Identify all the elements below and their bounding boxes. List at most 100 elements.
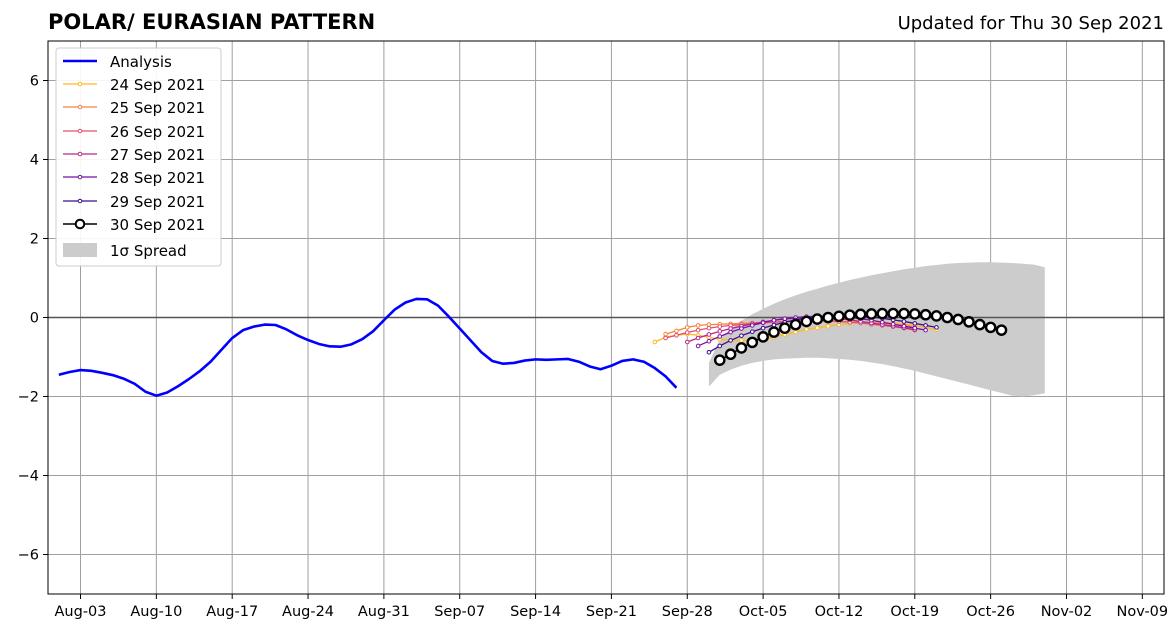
latest-point — [930, 310, 943, 322]
latest-point — [757, 331, 769, 343]
forecast-point — [923, 327, 928, 333]
forecast-point — [879, 319, 885, 325]
legend-swatch-marker — [77, 198, 83, 204]
x-tick-label: Sep-21 — [586, 604, 637, 620]
forecast-point — [706, 349, 712, 355]
x-tick-label: Sep-14 — [510, 604, 561, 620]
forecast-point — [674, 332, 679, 338]
forecast-point — [901, 323, 907, 329]
legend-label-analysis: Analysis — [110, 53, 172, 71]
legend-swatch-spread — [63, 243, 97, 257]
latest-point — [963, 316, 975, 328]
y-axis: −6 −4 −2 0 2 4 6 — [18, 74, 48, 564]
forecast-point — [901, 319, 907, 324]
latest-point — [898, 307, 910, 320]
latest-point — [854, 308, 867, 321]
forecast-point — [652, 339, 658, 345]
forecast-point — [749, 323, 755, 328]
forecast-point — [814, 325, 820, 331]
x-tick-label: Aug-31 — [358, 604, 410, 620]
legend-label-27sep: 27 Sep 2021 — [110, 146, 205, 164]
forecast-point — [695, 323, 701, 328]
forecast-point — [912, 325, 918, 331]
forecast-point — [760, 320, 766, 325]
forecast-point — [804, 327, 809, 332]
legend-label-26sep: 26 Sep 2021 — [110, 123, 205, 141]
latest-point — [746, 336, 759, 349]
forecast-line — [687, 316, 915, 343]
forecast-point — [695, 335, 701, 341]
forecast-point — [728, 329, 733, 335]
legend-swatch-marker — [77, 174, 83, 180]
forecast-point — [706, 325, 712, 331]
forecast-point — [717, 334, 723, 339]
x-tick-label: Oct-12 — [815, 604, 864, 620]
legend-label-28sep: 28 Sep 2021 — [110, 169, 205, 187]
spread-area — [708, 262, 1045, 397]
x-tick-label: Oct-05 — [739, 604, 788, 620]
latest-point — [778, 322, 791, 334]
legend-swatch-marker — [77, 128, 83, 134]
latest-point — [811, 313, 824, 325]
legend-label-24sep: 24 Sep 2021 — [110, 76, 205, 94]
forecast-point — [890, 321, 896, 327]
forecast-point — [912, 321, 918, 326]
forecast-point — [663, 335, 668, 341]
legend-label-25sep: 25 Sep 2021 — [110, 99, 205, 117]
legend-swatches — [63, 59, 97, 257]
x-tick-label: Nov-02 — [1041, 604, 1093, 620]
x-tick-label: Sep-28 — [662, 604, 713, 620]
forecast-point — [825, 323, 831, 329]
forecast-point — [749, 329, 755, 335]
forecast-line — [697, 315, 926, 347]
forecast-point — [684, 330, 690, 335]
x-tick-label: Aug-03 — [55, 604, 107, 620]
legend-swatch-marker — [77, 151, 83, 157]
forecast-point — [739, 338, 744, 343]
forecast-point — [684, 325, 690, 330]
analysis-line — [58, 297, 678, 398]
forecast-point — [923, 323, 928, 328]
x-tick-label: Oct-26 — [966, 604, 1015, 620]
forecast-point — [684, 339, 690, 345]
legend-swatch-marker — [77, 104, 83, 110]
y-tick-label: −6 — [18, 548, 39, 564]
y-tick-label: −2 — [18, 390, 39, 406]
latest-point — [843, 309, 856, 321]
y-tick-label: 2 — [30, 232, 39, 248]
analysis-series — [58, 297, 678, 398]
forecast-point — [663, 331, 668, 337]
x-tick-label: Nov-09 — [1117, 604, 1169, 620]
forecast-point — [706, 332, 712, 337]
legend: Analysis 24 Sep 2021 25 Sep 2021 26 Sep … — [55, 47, 222, 267]
forecast-point — [695, 327, 701, 333]
updated-label: Updated for Thu 30 Sep 2021 — [898, 13, 1164, 34]
latest-point — [768, 326, 780, 338]
x-tick-label: Oct-19 — [890, 604, 939, 620]
legend-label-29sep: 29 Sep 2021 — [110, 193, 205, 211]
x-tick-label: Aug-24 — [282, 604, 334, 620]
forecast-point — [717, 324, 723, 329]
legend-swatch-marker — [77, 81, 83, 87]
latest-point — [941, 311, 954, 324]
legend-label-30sep: 30 Sep 2021 — [110, 216, 205, 234]
forecast-point — [739, 333, 744, 338]
latest-point — [952, 313, 964, 326]
chart-title: POLAR/ EURASIAN PATTERN — [48, 10, 375, 34]
latest-point — [735, 342, 748, 354]
legend-label-spread: 1σ Spread — [110, 242, 187, 260]
latest-point — [984, 321, 997, 334]
y-tick-label: 0 — [30, 311, 39, 327]
latest-point — [876, 307, 889, 320]
latest-point — [974, 318, 986, 331]
latest-point — [800, 315, 813, 328]
latest-point — [995, 324, 1008, 336]
legend-box — [55, 47, 222, 267]
x-tick-label: Sep-07 — [434, 604, 485, 620]
forecast-point — [717, 343, 723, 349]
latest-point — [789, 318, 802, 331]
latest-point — [908, 308, 921, 320]
spread-band — [708, 262, 1045, 397]
x-axis: Aug-03 Aug-10 Aug-17 Aug-24 Aug-31 Sep-07 Sep-… — [55, 594, 1169, 620]
